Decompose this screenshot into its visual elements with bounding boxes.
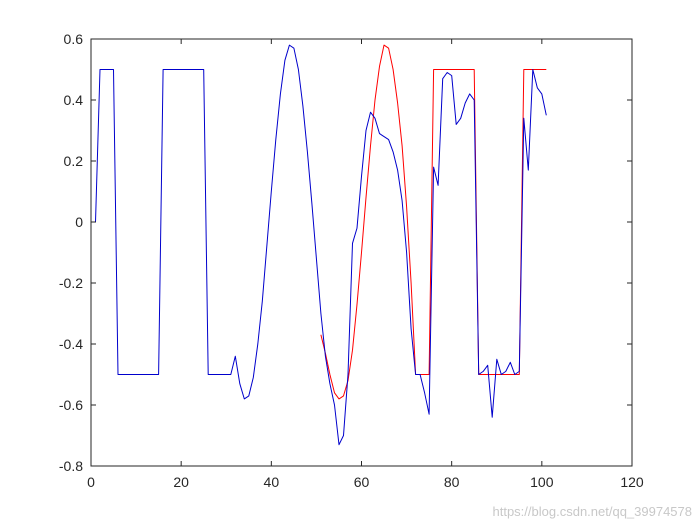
x-tick-label: 40 [264,474,280,490]
y-tick-label: 0.6 [64,31,84,47]
x-tick-label: 80 [444,474,460,490]
x-tick-label: 20 [173,474,189,490]
y-tick-label: -0.2 [59,275,83,291]
y-tick-label: 0.2 [64,153,84,169]
y-tick-label: -0.6 [59,397,83,413]
x-tick-label: 120 [620,474,644,490]
y-tick-label: -0.4 [59,336,83,352]
series-layer [95,44,547,446]
x-tick-label: 0 [87,474,95,490]
axes-layer: 0 20 40 60 80 100 120 0.6 0.4 0.2 0 -0.2 -0.4 -0.6 -0.… [59,31,644,490]
series-line-2 [95,44,547,446]
x-tick-label: 60 [354,474,370,490]
x-tick-label: 100 [530,474,554,490]
y-tick-label: 0 [75,214,83,230]
series-line-1 [320,44,547,400]
y-tick-label: 0.4 [64,92,84,108]
watermark-text: https://blog.csdn.net/qq_39974578 [492,504,693,519]
y-tick-label: -0.8 [59,458,83,474]
